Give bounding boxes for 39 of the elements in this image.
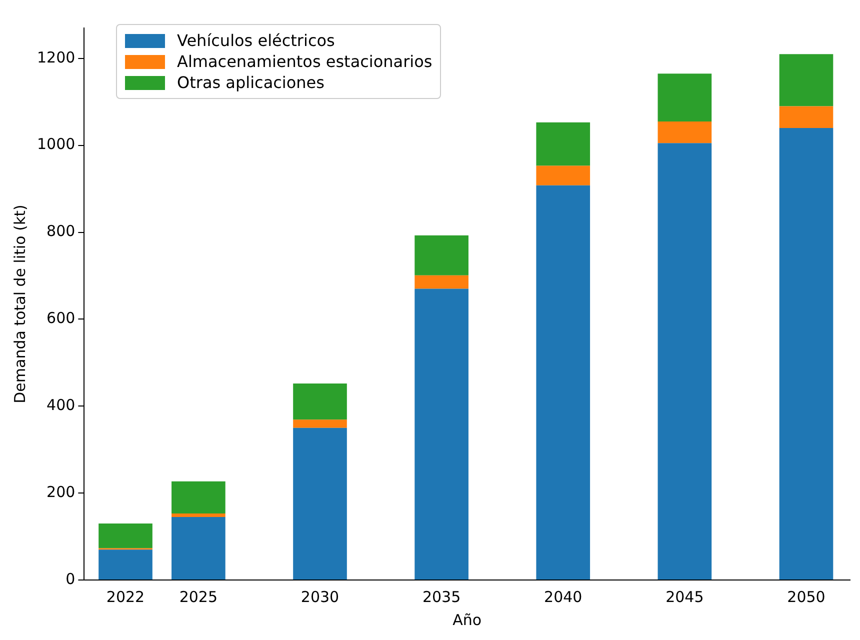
bar [414,275,468,289]
legend-label: Otras aplicaciones [177,73,324,92]
y-tick-label: 200 [46,482,76,501]
bar [172,516,226,580]
bar [414,235,468,276]
bar [779,128,834,580]
bar [293,384,347,420]
bar [658,121,712,144]
y-tick-label: 1200 [36,48,76,66]
bar [658,143,712,580]
x-tick-label: 2022 [106,588,145,606]
x-tick-label: 2045 [666,588,704,606]
bar [536,185,590,580]
bar [98,523,152,548]
bar [536,166,590,186]
x-tick-label: 2025 [179,588,218,606]
bar [98,550,152,580]
y-tick-label: 400 [46,396,76,414]
bar [293,428,347,580]
bar [779,106,834,128]
bar [536,122,590,166]
bar [172,514,226,517]
y-tick-label: 1000 [36,135,76,154]
x-tick-label: 2030 [300,588,340,606]
x-tick-label: 2040 [544,588,582,606]
y-tick-label: 800 [46,222,76,240]
legend-label: Almacenamientos estacionarios [177,52,432,71]
y-tick-label: 600 [46,309,76,328]
x-axis-title: Año [452,610,482,629]
bar [172,481,226,514]
y-axis-title: Demanda total de litio (kt) [10,204,29,404]
y-tick-label: 0 [66,570,76,588]
x-tick-label: 2035 [422,588,461,606]
bar [658,74,712,122]
bar [779,54,834,106]
legend-label: Vehículos eléctricos [177,31,335,50]
bar [293,420,347,428]
x-tick-label: 2050 [787,588,826,606]
bar [414,288,468,580]
